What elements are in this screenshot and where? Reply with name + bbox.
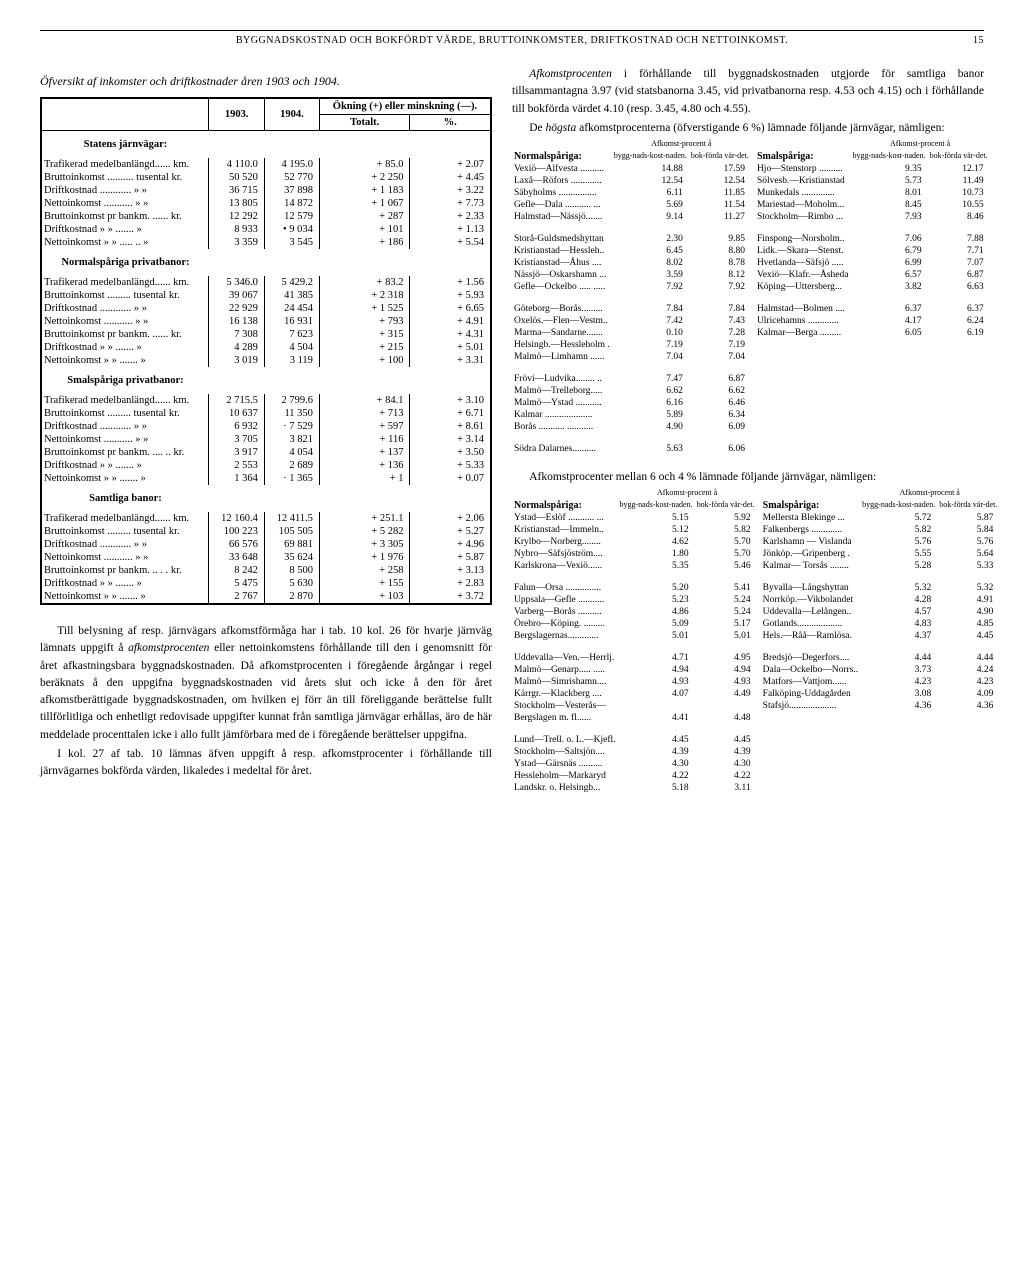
rates-row: Ystad—Eslöf ........... ...5.155.92 Mell… xyxy=(512,512,999,524)
table-row: Bruttoinkomst pr bankm. .. . . kr. 8 242… xyxy=(41,564,491,577)
rates-row: Stockholm—Vesterås— Stafsjö.............… xyxy=(512,700,999,712)
rates-row: Storå-Guldsmedshyttan2.309.85 Finspong—N… xyxy=(512,233,990,245)
rates-row xyxy=(512,724,999,734)
rates-row: Uppsala—Gefle ...........5.235.24 Norrkö… xyxy=(512,594,999,606)
table-row: Trafikerad medelbanlängd...... km. 5 346… xyxy=(41,276,491,289)
rates-row: Frövi—Ludvika........ ..7.476.87 xyxy=(512,373,990,385)
rates-row: Ystad—Gärsnäs ..........4.304.30 xyxy=(512,758,999,770)
rates-row: Stockholm—Saltsjön....4.394.39 xyxy=(512,746,999,758)
rates-row xyxy=(512,363,990,373)
table-row: Bruttoinkomst pr bankm. .... .. kr. 3 91… xyxy=(41,446,491,459)
left-column: Öfversikt af inkomster och driftkostnade… xyxy=(40,66,492,794)
table-row: Driftkostnad ............ » » 66 576 69 … xyxy=(41,538,491,551)
rates-row: Malmö—Trelleborg.....6.626.62 xyxy=(512,385,990,397)
rates-row: Kristianstad—Hessleh..6.458.80 Lidk.—Ska… xyxy=(512,245,990,257)
col-change: Ökning (+) eller minskning (—). xyxy=(319,98,491,115)
rates-row: Falun—Orsa ...............5.205.41 Byval… xyxy=(512,582,999,594)
rates-row: Malmö—Genarp..... .....4.944.94 Dala—Ock… xyxy=(512,664,999,676)
rates-row: Lund—Trell. o. L.—Kjefl.4.454.45 xyxy=(512,734,999,746)
table-row: Driftkostnad » » ....... » 8 933 • 9 034… xyxy=(41,223,491,236)
table-title: Öfversikt af inkomster och driftkostnade… xyxy=(40,74,492,89)
table-row: Driftkostnad » » ....... » 5 475 5 630 +… xyxy=(41,577,491,590)
page-header: BYGGNADSKOSTNAD OCH BOKFÖRDT VÄRDE, BRUT… xyxy=(40,30,984,46)
rates-row: Marma—Sandarne.......0.107.28 Kalmar—Ber… xyxy=(512,327,990,339)
rates-row: Nybro—Säfsjöström....1.805.70 Jönköp.—Gr… xyxy=(512,548,999,560)
table-row: Nettoinkomst ........... » » 13 805 14 8… xyxy=(41,197,491,210)
table-row: Driftkostnad ............ » » 6 932 · 7 … xyxy=(41,420,491,433)
table-row: Nettoinkomst » » ..... .. » 3 359 3 545 … xyxy=(41,236,491,249)
rates-row: Varberg—Borås ..........4.865.24 Uddeval… xyxy=(512,606,999,618)
right-body-top: Afkomstprocenten i förhållande till bygg… xyxy=(512,66,984,137)
rates-row xyxy=(512,223,990,233)
rates-row: Vexiö—Alfvesta ..........14.8817.59 Hjo—… xyxy=(512,163,990,175)
table-row: Driftkostnad ............ » » 22 929 24 … xyxy=(41,302,491,315)
rates-row: Landskr. o. Helsingb...5.183.11 xyxy=(512,782,999,794)
rates-row xyxy=(512,642,999,652)
table-row: Nettoinkomst ........... » » 33 648 35 6… xyxy=(41,551,491,564)
rates-row: Oxelös.—Flen—Vestm..7.427.43 Ulricehamns… xyxy=(512,315,990,327)
table-row: Driftkostnad ............ » » 36 715 37 … xyxy=(41,184,491,197)
rates-row: Malmö—Limhamn ......7.047.04 xyxy=(512,351,990,363)
rates-row: Örebro—Köping. .........5.095.17 Gotland… xyxy=(512,618,999,630)
table-row: Nettoinkomst » » ....... » 3 019 3 119 +… xyxy=(41,354,491,367)
rates-row: Kristianstad—Immeln..5.125.82 Falkenberg… xyxy=(512,524,999,536)
table-row: Bruttoinkomst ......... tusental kr. 10 … xyxy=(41,407,491,420)
rates-table-2: Afkomst-procent å Afkomst-procent å Norm… xyxy=(512,488,999,794)
table-row: Trafikerad medelbanlängd...... km. 2 715… xyxy=(41,394,491,407)
header-title: BYGGNADSKOSTNAD OCH BOKFÖRDT VÄRDE, BRUT… xyxy=(70,35,954,46)
rates-row: Hessleholm—Markaryd4.224.22 xyxy=(512,770,999,782)
rates-row: Kärrgr.—Klackberg ....4.074.49 Falköping… xyxy=(512,688,999,700)
rates-row xyxy=(512,572,999,582)
table-row: Trafikerad medelbanlängd...... km. 12 16… xyxy=(41,512,491,525)
table-row: Nettoinkomst » » ....... » 1 364 · 1 365… xyxy=(41,472,491,485)
table-row: Trafikerad medelbanlängd...... km. 4 110… xyxy=(41,158,491,171)
rates-row: Göteborg—Borås.........7.847.84 Halmstad… xyxy=(512,303,990,315)
rates-row: Säbyholms ................6.1111.85 Munk… xyxy=(512,187,990,199)
rates-row: Gefle—Ockelbo ..... .....7.927.92 Köping… xyxy=(512,281,990,293)
col-1904: 1904. xyxy=(264,98,319,131)
rates-row: Bergslagen m. fl......4.414.48 xyxy=(512,712,999,724)
rates-row: Helsingb.—Hessleholm .7.197.19 xyxy=(512,339,990,351)
overview-table: 1903. 1904. Ökning (+) eller minskning (… xyxy=(40,97,492,605)
rates-row: Nässjö—Oskarshamn ...3.598.12 Vexiö—Klaf… xyxy=(512,269,990,281)
table-row: Bruttoinkomst .......... tusental kr. 50… xyxy=(41,171,491,184)
table-row: Driftkostnad » » ....... » 2 553 2 689 +… xyxy=(41,459,491,472)
rates-row: Kristianstad—Åhus ....8.028.78 Hvetlanda… xyxy=(512,257,990,269)
rates-row: Laxå—Röfors .............12.5412.54 Sölv… xyxy=(512,175,990,187)
rates-row: Malmö—Simrishamn....4.934.93 Matfors—Vat… xyxy=(512,676,999,688)
rates-row: Uddevalla—Ven.—Herrlj.4.714.95 Bredsjö—D… xyxy=(512,652,999,664)
rates-row xyxy=(512,433,990,443)
rates-row: Gefle—Dala ........... ...5.6911.54 Mari… xyxy=(512,199,990,211)
table-row: Bruttoinkomst ......... tusental kr. 100… xyxy=(41,525,491,538)
rates-row: Karlskrona—Vexiö......5.355.46 Kalmar— T… xyxy=(512,560,999,572)
left-body-text: Till belysning af resp. järnvägars afkom… xyxy=(40,623,492,780)
rates-row xyxy=(512,293,990,303)
rates-row: Kalmar ....................5.896.34 xyxy=(512,409,990,421)
rates-row: Södra Dalarnes..........5.636.06 xyxy=(512,443,990,455)
page-number: 15 xyxy=(954,35,984,46)
rates-table-1: Afkomst-procent å Afkomst-procent å Norm… xyxy=(512,139,990,455)
col-pct: %. xyxy=(410,115,491,131)
rates-row: Krylbo—Norberg........4.625.70 Karlshamn… xyxy=(512,536,999,548)
col-1903: 1903. xyxy=(209,98,264,131)
table-row: Bruttoinkomst ......... tusental kr. 39 … xyxy=(41,289,491,302)
table-row: Bruttoinkomst pr bankm. ...... kr. 12 29… xyxy=(41,210,491,223)
rates-row: Malmö—Ystad ...........6.166.46 xyxy=(512,397,990,409)
rates-row: Bergslagernas.............5.015.01 Hels.… xyxy=(512,630,999,642)
col-totalt: Totalt. xyxy=(319,115,410,131)
table-row: Bruttoinkomst pr bankm. ...... kr. 7 308… xyxy=(41,328,491,341)
table-row: Nettoinkomst » » ....... » 2 767 2 870 +… xyxy=(41,590,491,604)
rates-row: Borås ........... ...........4.906.09 xyxy=(512,421,990,433)
table-row: Driftkostnad » » ....... » 4 289 4 504 +… xyxy=(41,341,491,354)
right-body-mid: Afkomstprocenter mellan 6 och 4 % lämnad… xyxy=(512,469,984,486)
rates-row: Halmstad—Nässjö.......9.1411.27 Stockhol… xyxy=(512,211,990,223)
right-column: Afkomstprocenten i förhållande till bygg… xyxy=(512,66,984,794)
table-row: Nettoinkomst ........... » » 16 138 16 9… xyxy=(41,315,491,328)
table-row: Nettoinkomst ........... » » 3 705 3 821… xyxy=(41,433,491,446)
